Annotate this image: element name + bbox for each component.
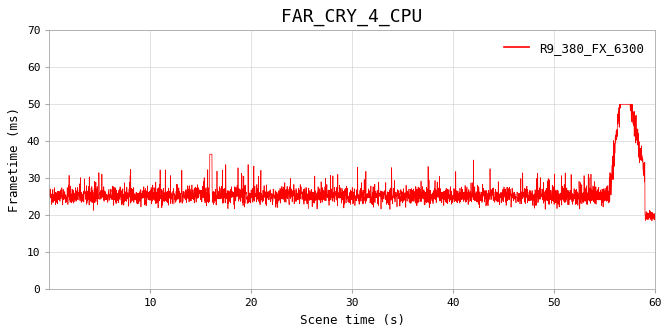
X-axis label: Scene time (s): Scene time (s)	[299, 314, 405, 327]
Y-axis label: Frametime (ms): Frametime (ms)	[8, 107, 21, 212]
Title: FAR_CRY_4_CPU: FAR_CRY_4_CPU	[281, 8, 423, 26]
Legend: R9_380_FX_6300: R9_380_FX_6300	[498, 37, 649, 60]
